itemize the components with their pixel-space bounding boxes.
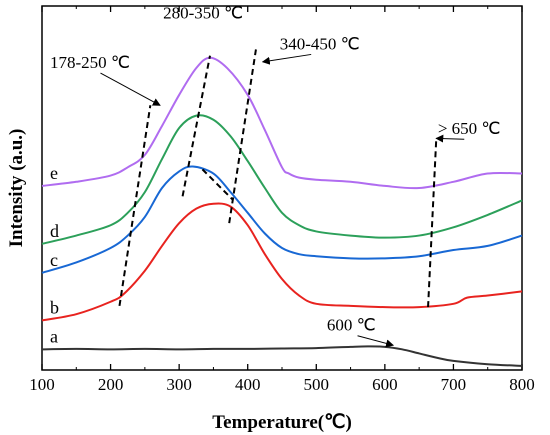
- guide-line: [201, 168, 234, 201]
- series-labels: ab cd e: [50, 163, 59, 346]
- series-line-d: [41, 114, 523, 245]
- guide-line: [181, 55, 211, 197]
- series-line-e: [41, 56, 523, 190]
- x-tick-label: 200: [98, 375, 124, 394]
- annotation-label: 178-250 ℃: [50, 53, 130, 72]
- annotation-arrow: [357, 335, 395, 348]
- annotation-label: 600 ℃: [327, 316, 376, 335]
- series-label-d: d: [50, 221, 59, 241]
- x-tick-label: 100: [29, 375, 55, 394]
- series-line-a: [41, 345, 523, 367]
- annotation-arrow: [435, 134, 465, 143]
- series-line-c: [41, 165, 523, 274]
- annotation-arrow: [100, 72, 161, 106]
- series-label-b: b: [50, 297, 59, 317]
- x-tick-label: 600: [372, 375, 398, 394]
- annotation-label: > 650 ℃: [438, 119, 501, 138]
- y-axis-title: Intensity (a.u.): [6, 129, 27, 248]
- annotation-label: 340-450 ℃: [280, 34, 360, 53]
- x-tick-label: 700: [441, 375, 467, 394]
- annotations: 178-250 ℃ 280-350 ℃ 340-450 ℃ > 650 ℃ 600 ℃: [50, 3, 501, 348]
- guide-lines: [118, 49, 438, 308]
- x-tick-label: 500: [304, 375, 330, 394]
- series-label-c: c: [50, 250, 58, 270]
- annotation-label: 280-350 ℃: [163, 3, 243, 22]
- x-tick-label: 800: [509, 375, 535, 394]
- annotation-arrow: [261, 53, 312, 65]
- series-label-e: e: [50, 163, 58, 183]
- x-axis-title: Temperature(℃): [212, 412, 352, 433]
- guide-line: [118, 105, 152, 307]
- x-ticks: 100 200 300 400 500 600 700 800: [29, 6, 535, 394]
- series-lines: [41, 56, 523, 367]
- x-tick-label: 400: [235, 375, 261, 394]
- series-line-b: [41, 202, 523, 322]
- guide-line: [427, 138, 438, 308]
- series-label-a: a: [50, 326, 58, 346]
- x-tick-label: 300: [166, 375, 192, 394]
